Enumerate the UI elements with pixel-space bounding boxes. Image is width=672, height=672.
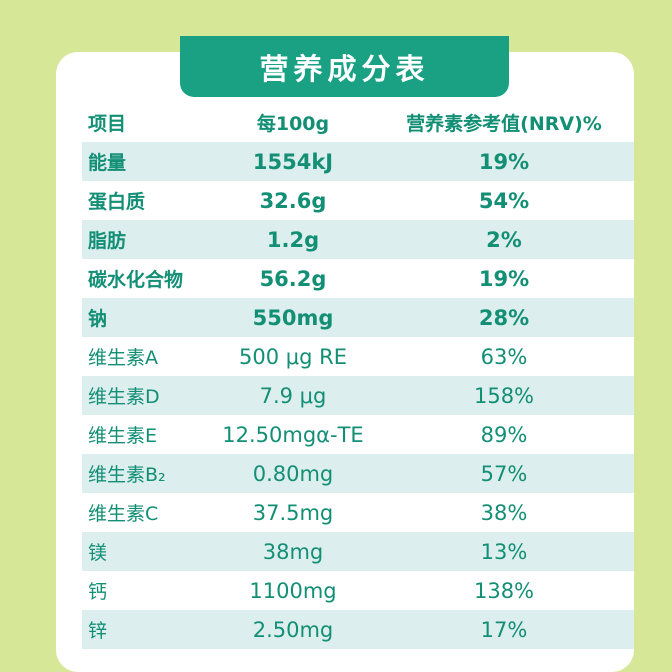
- row-nrv: 138%: [473, 578, 535, 603]
- row-value: 1100mg: [249, 578, 337, 603]
- row-nrv: 28%: [478, 305, 530, 330]
- table-row: 能量 1554kJ 19%: [82, 142, 634, 181]
- row-nrv: 17%: [480, 617, 528, 642]
- row-name: 锌: [88, 620, 108, 642]
- row-value: 7.9 μg: [259, 383, 327, 408]
- table-row: 钙 1100mg 138%: [82, 571, 634, 610]
- row-nrv: 158%: [473, 383, 535, 408]
- row-nrv: 89%: [480, 422, 528, 447]
- row-value: 32.6g: [259, 188, 327, 213]
- table-row: 维生素B₂ 0.80mg 57%: [82, 454, 634, 493]
- row-name: 维生素C: [88, 503, 159, 525]
- table-title: 营养成分表: [180, 36, 509, 97]
- header-nrv: 营养素参考值(NRV)%: [406, 113, 602, 135]
- row-nrv: 19%: [478, 149, 530, 174]
- row-name: 蛋白质: [88, 191, 146, 213]
- row-nrv: 2%: [486, 227, 522, 252]
- table-row: 脂肪 1.2g 2%: [82, 220, 634, 259]
- header-per-100g: 每100g: [256, 113, 330, 135]
- row-name: 能量: [88, 152, 127, 174]
- row-nrv: 19%: [478, 266, 530, 291]
- nutrition-table: 项目 每100g 营养素参考值(NRV)% 能量 1554kJ 19% 蛋白质 …: [82, 103, 634, 649]
- row-name: 脂肪: [88, 230, 127, 252]
- table-row: 锌 2.50mg 17%: [82, 610, 634, 649]
- row-name: 钙: [88, 581, 108, 603]
- table-row: 蛋白质 32.6g 54%: [82, 181, 634, 220]
- row-name: 维生素B₂: [88, 464, 166, 486]
- table-row: 镁 38mg 13%: [82, 532, 634, 571]
- row-nrv: 57%: [480, 461, 528, 486]
- row-value: 12.50mgα-TE: [222, 422, 364, 447]
- row-name: 维生素A: [88, 347, 158, 369]
- table-row: 维生素D 7.9 μg 158%: [82, 376, 634, 415]
- row-nrv: 38%: [480, 500, 528, 525]
- row-value: 500 μg RE: [239, 344, 347, 369]
- row-value: 2.50mg: [252, 617, 334, 642]
- table-row: 碳水化合物 56.2g 19%: [82, 259, 634, 298]
- row-value: 37.5mg: [252, 500, 334, 525]
- table-row: 维生素A 500 μg RE 63%: [82, 337, 634, 376]
- row-name: 维生素E: [88, 425, 158, 447]
- row-name: 维生素D: [88, 386, 160, 408]
- row-value: 550mg: [252, 305, 334, 330]
- header-item: 项目: [88, 113, 127, 135]
- table-row: 钠 550mg 28%: [82, 298, 634, 337]
- row-nrv: 13%: [480, 539, 528, 564]
- row-value: 38mg: [262, 539, 324, 564]
- row-name: 钠: [88, 308, 108, 330]
- row-value: 1.2g: [266, 227, 320, 252]
- row-name: 碳水化合物: [88, 269, 184, 291]
- row-nrv: 63%: [480, 344, 528, 369]
- row-value: 56.2g: [259, 266, 327, 291]
- table-row: 维生素C 37.5mg 38%: [82, 493, 634, 532]
- row-value: 0.80mg: [252, 461, 334, 486]
- row-value: 1554kJ: [252, 149, 334, 174]
- table-header-row: 项目 每100g 营养素参考值(NRV)%: [82, 103, 634, 142]
- table-row: 维生素E 12.50mgα-TE 89%: [82, 415, 634, 454]
- row-name: 镁: [88, 542, 108, 564]
- row-nrv: 54%: [478, 188, 530, 213]
